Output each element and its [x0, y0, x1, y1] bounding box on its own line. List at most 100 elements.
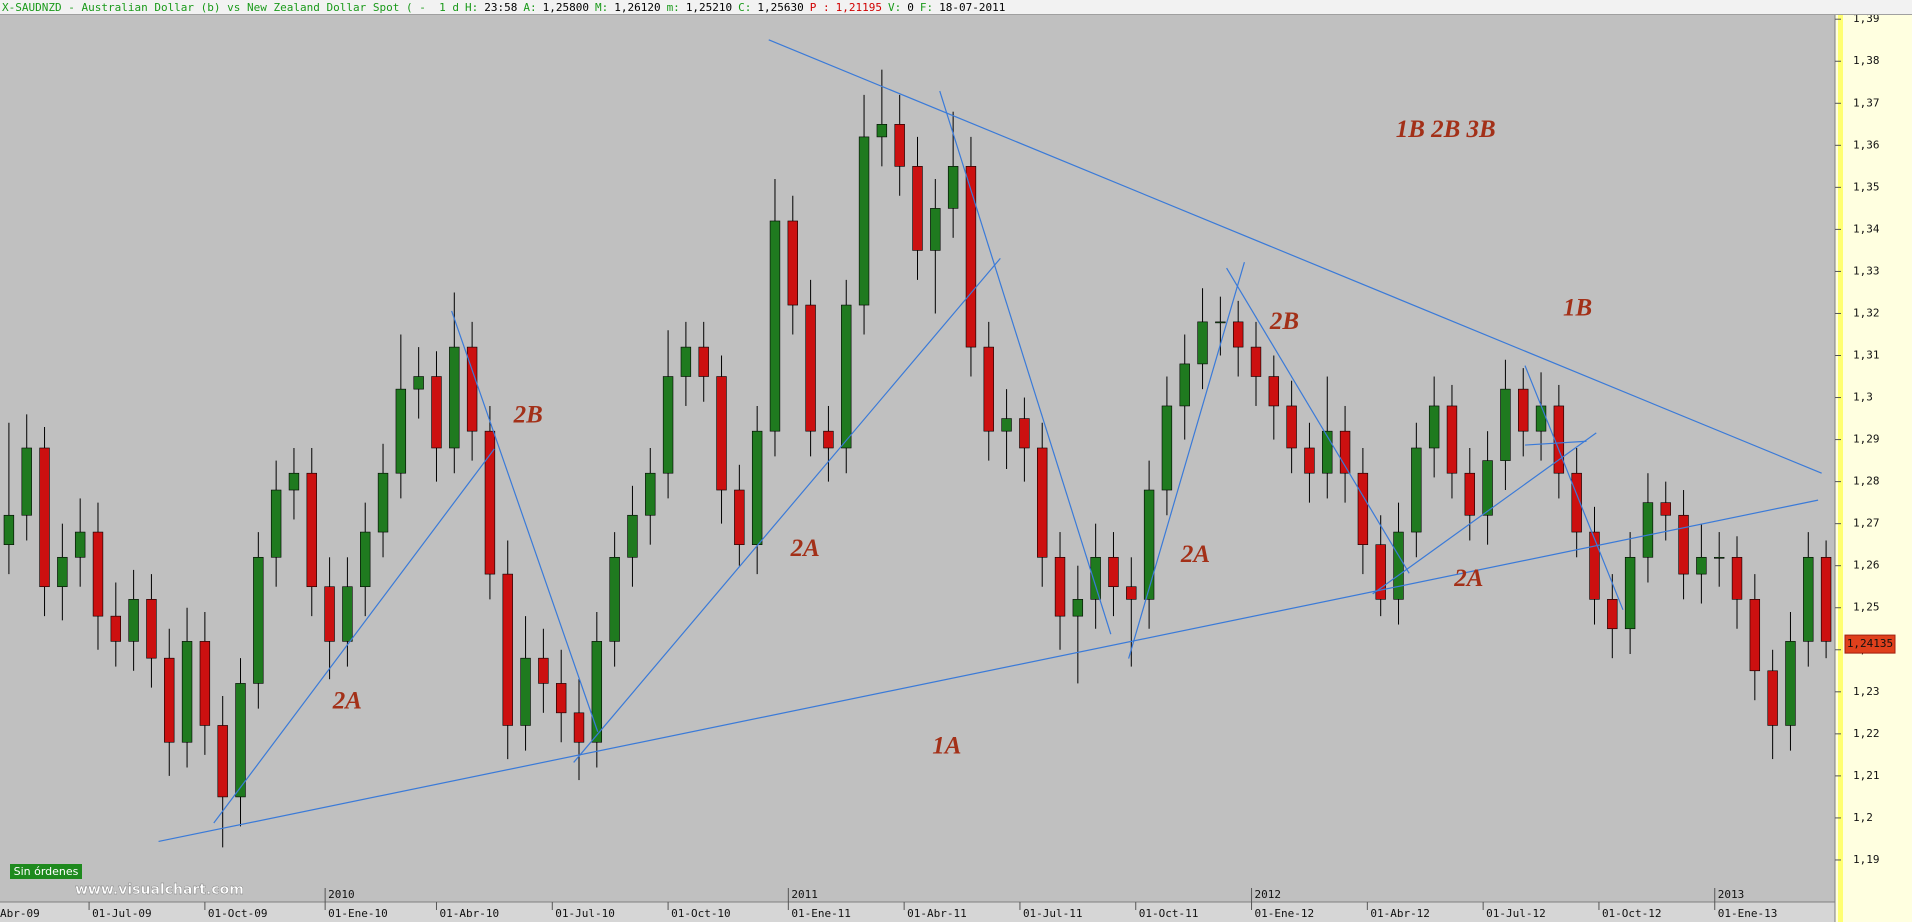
y-tick-label: 1,27 [1853, 517, 1880, 530]
candle-body [74, 531, 86, 558]
x-tick-label: 01-Oct-10 [671, 907, 731, 920]
candle-body [1482, 460, 1493, 516]
y-tick-label: 1,3 [1853, 391, 1873, 404]
candle-body [1696, 556, 1707, 575]
price-axis-strip [1838, 15, 1843, 922]
candle-body [662, 376, 674, 474]
year-label: 2013 [1718, 888, 1745, 901]
candle-body [1518, 388, 1529, 432]
candle-body [413, 376, 424, 390]
candle-body [1607, 599, 1618, 630]
x-tick-label: 01-Jul-10 [555, 907, 615, 920]
candle-body [573, 712, 585, 743]
annotation: 1B 2B 3B [1396, 116, 1496, 143]
date-axis-panel [0, 902, 1835, 922]
candle-body [787, 220, 798, 306]
candle-body [520, 657, 531, 726]
header-field: M: [594, 0, 609, 14]
candle-body [360, 531, 371, 588]
candle-body [324, 586, 335, 642]
candle-body [342, 586, 353, 642]
candle-body [1161, 405, 1173, 491]
trend-line [939, 90, 1112, 635]
x-tick-label: 01-Oct-09 [208, 907, 268, 920]
candle-body [110, 615, 122, 642]
y-tick-label: 1,34 [1853, 222, 1880, 235]
trend-line [573, 258, 1001, 763]
candle-body [1268, 376, 1280, 407]
x-tick-label: 01-Ene-11 [791, 907, 851, 920]
y-tick-label: 1,35 [1853, 180, 1880, 193]
candle-body [235, 683, 246, 798]
candle-body [1232, 321, 1244, 348]
header-field: 0 [907, 0, 914, 14]
candle-body [1322, 430, 1333, 474]
candle-body [1054, 556, 1066, 617]
candle-body [1001, 418, 1012, 432]
candle-body [751, 430, 763, 545]
header-field: 1,21195 [835, 0, 883, 14]
candle-body [1767, 670, 1778, 726]
candle-body [1339, 430, 1351, 474]
candle-body [1500, 388, 1511, 461]
annotation: 1A [932, 732, 961, 759]
x-tick-label: 01-Jul-09 [92, 907, 152, 920]
candle-body [1660, 502, 1671, 516]
header-field: C: [738, 0, 752, 14]
status-box [10, 864, 82, 879]
trend-line [1524, 365, 1624, 611]
header-field: 23:58 [484, 0, 518, 14]
candle-body [1713, 556, 1725, 559]
header-field: 18-07-2011 [939, 0, 1006, 14]
header-field: X-SAUDNZD - Australian Dollar (b) vs New… [2, 0, 459, 14]
candle-body [698, 346, 709, 377]
y-tick-label: 1,22 [1853, 727, 1880, 740]
annotation: 2A [1180, 541, 1210, 568]
candle-body [1642, 502, 1654, 558]
candle-body [1019, 418, 1030, 449]
candle-body [680, 346, 692, 377]
candle-body [1250, 346, 1262, 377]
x-tick-label: 01-Ene-10 [328, 907, 388, 920]
candle-body [1803, 556, 1814, 642]
candle-body [627, 514, 638, 558]
candle-body [449, 346, 460, 449]
trend-line [213, 448, 495, 824]
candle-body [431, 376, 442, 449]
x-tick-label: 01-Ene-12 [1255, 907, 1315, 920]
annotation: 2A [790, 535, 820, 562]
candle-body [555, 683, 567, 714]
annotation: 2B [513, 402, 543, 429]
x-tick-label: Abr-09 [0, 907, 40, 920]
candle-body [1090, 556, 1101, 600]
candle-body [1143, 489, 1155, 600]
candle-body [823, 430, 834, 449]
y-tick-label: 1,32 [1853, 306, 1880, 319]
x-tick-label: 01-Jul-12 [1486, 907, 1546, 920]
candle-body [1624, 556, 1636, 630]
y-tick-label: 1,23 [1853, 685, 1880, 698]
candle-body [164, 657, 175, 743]
y-tick-label: 1,19 [1853, 853, 1880, 866]
year-label: 2012 [1255, 888, 1282, 901]
candle-body [3, 514, 15, 545]
x-tick-label: 01-Abr-11 [907, 907, 967, 920]
candle-body [253, 556, 264, 684]
year-label: 2010 [328, 888, 355, 901]
candle-body [39, 447, 50, 588]
candle-body [1108, 556, 1119, 588]
y-tick-label: 1,26 [1853, 559, 1880, 572]
trend-line [1524, 440, 1587, 446]
trend-line [1372, 432, 1597, 595]
trend-line [768, 39, 1822, 474]
year-label: 2011 [791, 888, 818, 901]
candle-body [1286, 405, 1297, 449]
x-tick-label: 01-Ene-13 [1718, 907, 1778, 920]
candle-body [1215, 321, 1226, 324]
candle-body [1749, 599, 1761, 672]
candle-body [395, 388, 407, 474]
candle-body [1428, 405, 1440, 449]
candle-body [1785, 641, 1796, 726]
candle-body [1179, 363, 1190, 407]
